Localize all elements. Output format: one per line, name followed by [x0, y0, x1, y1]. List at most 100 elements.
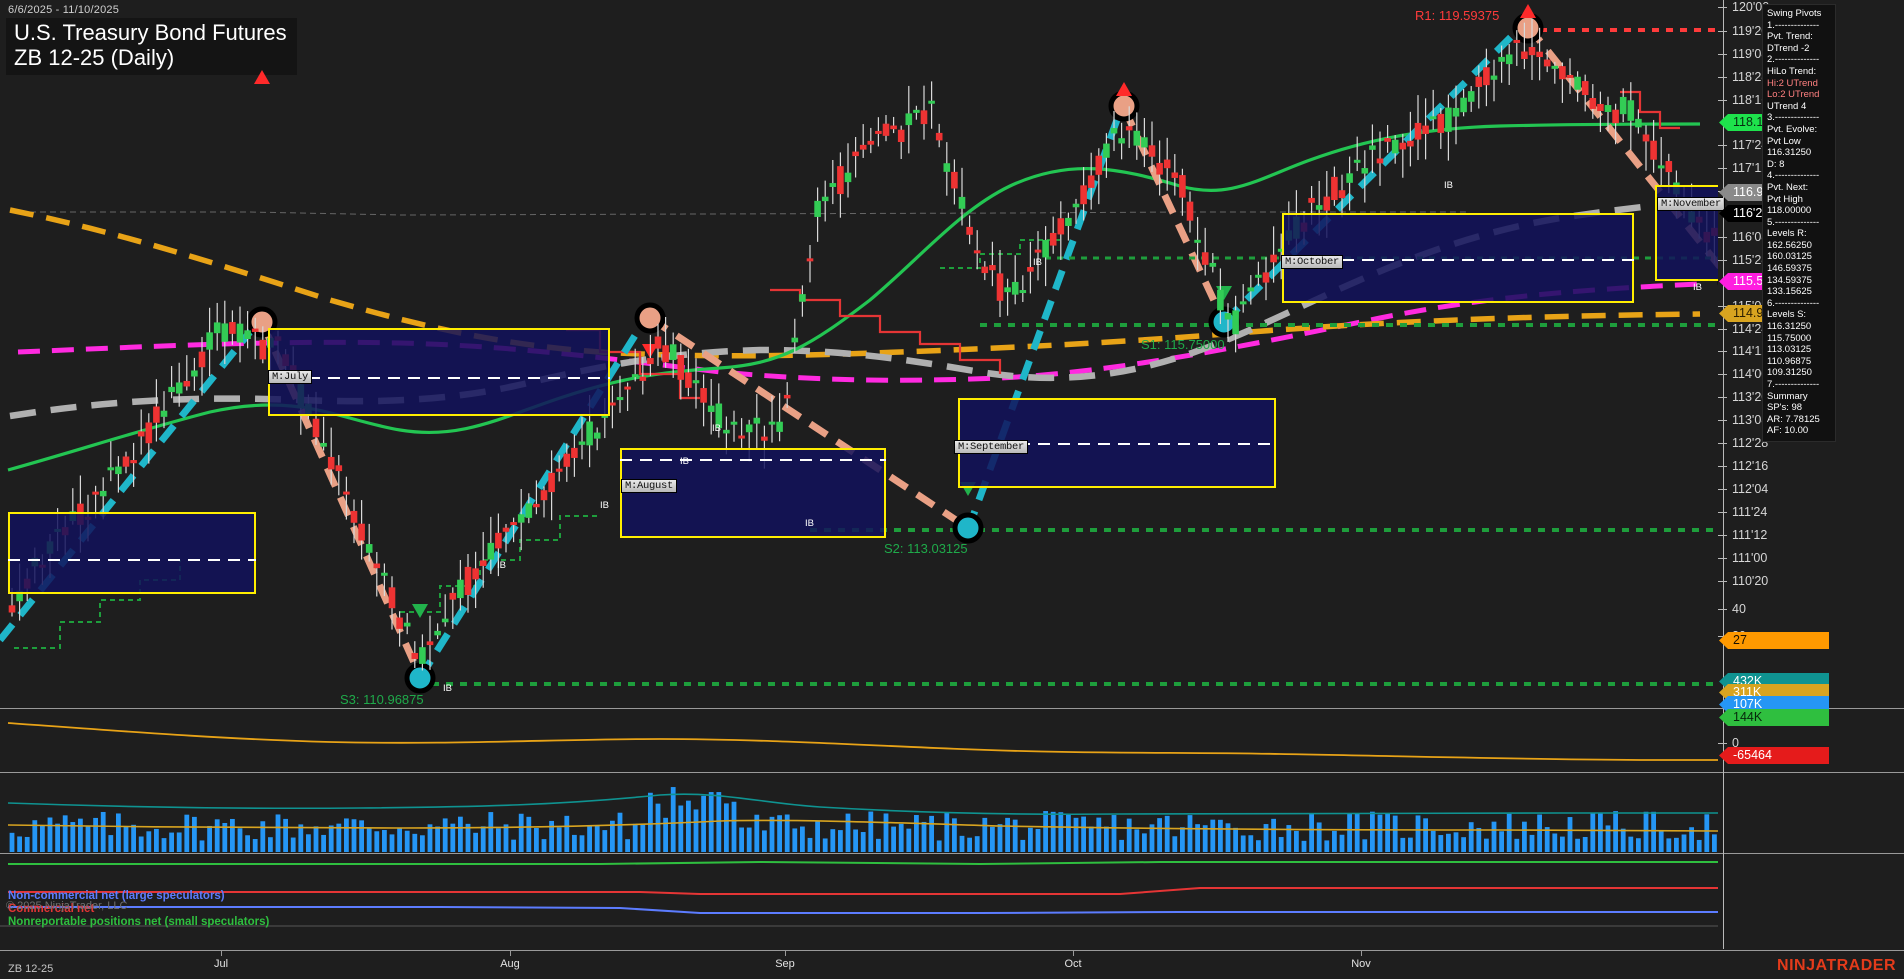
inside-bar-marker-6: IB: [1033, 257, 1042, 268]
time-tick-sep: Sep: [775, 958, 795, 970]
price-tick-19: 111'24: [1718, 505, 1767, 519]
time-axis[interactable]: Jul Aug Sep Oct Nov: [0, 950, 1904, 979]
info-panel-line-26: 116.31250: [1767, 321, 1812, 333]
inside-bar-marker-4: IB: [805, 518, 814, 529]
swing-box-2: [268, 328, 610, 416]
price-tick-0: 120'00: [1718, 0, 1769, 14]
oscillator-series: [7, 722, 1718, 761]
cot-pane[interactable]: Non-commercial net (large speculators) C…: [0, 853, 1904, 949]
info-panel-line-19: 162.56250: [1767, 239, 1812, 251]
info-panel-line-5: Hi:2 UTrend: [1767, 77, 1818, 89]
price-tick-14: 113'20: [1718, 390, 1768, 404]
price-tick-2: 119'08: [1718, 47, 1768, 61]
volume-plot-area[interactable]: [0, 773, 1718, 852]
info-panel-line-12: D: 8: [1767, 158, 1785, 170]
inside-bar-marker-1: IB: [600, 500, 609, 511]
pivot-label-r1: R1: 119.59375: [1415, 8, 1500, 23]
price-pane[interactable]: M:July M:August M:September M:October M:…: [0, 0, 1904, 707]
swing-box-1: [8, 512, 256, 594]
info-panel-line-21: 146.59375: [1767, 263, 1812, 275]
inside-bar-marker-9: IB: [1693, 282, 1702, 293]
inside-bar-marker-0: IB: [497, 560, 506, 571]
price-tick-16: 112'28: [1718, 436, 1768, 450]
info-panel-line-16: 118.00000: [1767, 205, 1812, 217]
time-tick-aug: Aug: [500, 958, 520, 970]
copyright-text: © 2025 NinjaTrader, LLC: [6, 900, 128, 912]
cot-marker-0[interactable]: 144K: [1719, 709, 1829, 726]
instrument-title: U.S. Treasury Bond Futures: [14, 20, 287, 45]
time-tick-mark-1: [510, 951, 511, 956]
vol-marker-2[interactable]: 107K: [1719, 696, 1829, 713]
info-panel-line-33: SP's: 98: [1767, 402, 1803, 414]
month-label-september: M:September: [954, 440, 1029, 454]
time-tick-mark-3: [1073, 951, 1074, 956]
price-tick-15: 113'08: [1718, 413, 1768, 427]
price-tick-8: 116'08: [1718, 230, 1768, 244]
month-label-november: M:November: [1657, 197, 1726, 211]
info-panel-line-15: Pvt High: [1767, 193, 1803, 205]
info-panel-lines: 1.-------------- Pvt. Trend: DTrend -2 2.--…: [1767, 20, 1832, 437]
osc-marker-2[interactable]: 27: [1719, 632, 1829, 649]
volume-pane[interactable]: [0, 772, 1904, 852]
pivot-label-s3: S3: 110.96875: [340, 692, 424, 707]
time-tick-nov: Nov: [1351, 958, 1371, 970]
info-panel-line-2: DTrend -2: [1767, 42, 1810, 54]
info-panel-line-17: 5.--------------: [1767, 216, 1820, 228]
info-panel-line-25: Levels S:: [1767, 309, 1807, 321]
info-panel-line-29: 110.96875: [1767, 355, 1812, 367]
info-panel-line-34: AR: 7.78125: [1767, 413, 1820, 425]
info-panel-line-6: Lo:2 UTrend: [1767, 89, 1820, 101]
price-tick-22: 110'20: [1718, 574, 1768, 588]
cot-legend-commercial: Commercial net: [8, 903, 95, 915]
price-tick-12: 114'12: [1718, 344, 1768, 358]
time-tick-oct: Oct: [1064, 958, 1082, 970]
oscillator-pane[interactable]: [0, 708, 1904, 771]
info-panel-line-14: Pvt. Next:: [1767, 181, 1809, 193]
info-panel-line-3: 2.--------------: [1767, 54, 1820, 66]
inside-bar-marker-2: IB: [680, 456, 689, 467]
info-panel-line-24: 6.--------------: [1767, 297, 1820, 309]
cot-plot-area[interactable]: [0, 854, 1718, 949]
info-panel-line-7: UTrend 4: [1767, 100, 1807, 112]
contract-title: ZB 12-25 (Daily): [14, 45, 175, 71]
price-tick-13: 114'00: [1718, 367, 1768, 381]
time-tick-mark-4: [1361, 951, 1362, 956]
info-panel-line-35: AF: 10.00: [1767, 425, 1809, 437]
info-panel-line-27: 115.75000: [1767, 332, 1812, 344]
price-plot-area[interactable]: [0, 0, 1718, 707]
price-tick-5: 117'24: [1718, 138, 1768, 152]
price-tick-21: 111'00: [1718, 551, 1767, 565]
cot-marker-2[interactable]: -65464: [1719, 747, 1829, 764]
price-tick-17: 112'16: [1718, 459, 1768, 473]
chart-tab-label[interactable]: ZB 12-25: [8, 963, 54, 975]
info-panel-line-0: 1.--------------: [1767, 19, 1820, 31]
info-panel-line-18: Levels R:: [1767, 228, 1807, 240]
oscillator-plot-area[interactable]: [0, 709, 1718, 771]
info-panel-line-9: Pvt. Evolve:: [1767, 123, 1818, 135]
price-tick-20: 111'12: [1718, 528, 1767, 542]
month-label-october: M:October: [1281, 255, 1344, 269]
info-panel-line-22: 134.59375: [1767, 274, 1812, 286]
swing-box-3: [620, 448, 886, 538]
inside-bar-marker-7: IB: [1444, 180, 1453, 191]
pivot-label-s1: S1: 115.75000: [1141, 337, 1225, 352]
info-panel-line-1: Pvt. Trend:: [1767, 31, 1813, 43]
price-tick-6: 117'12: [1718, 161, 1768, 175]
info-panel-title: Swing Pivots: [1767, 8, 1822, 19]
axis-vertical-line: [1723, 0, 1724, 949]
cot-legend-noncommercial: Non-commercial net (large speculators): [8, 890, 225, 902]
time-tick-jul: Jul: [213, 958, 229, 970]
price-tick-1: 119'20: [1718, 24, 1768, 38]
volume-bars: [9, 787, 1717, 852]
price-tick-4: 118'16: [1718, 93, 1768, 107]
month-label-july: M:July: [268, 370, 313, 384]
price-tick-18: 112'04: [1718, 482, 1768, 496]
volume-overlays: [7, 793, 1718, 832]
swing-pivots-info-panel: Swing Pivots 1.-------------- Pvt. Trend:…: [1762, 4, 1836, 442]
price-axis[interactable]: 120'00 119'20 119'08 118'28 118'16 117'24 117'…: [1718, 0, 1904, 949]
osc-tick-0: 40: [1718, 602, 1746, 616]
price-tick-9: 115'28: [1718, 253, 1768, 267]
info-panel-line-4: HiLo Trend:: [1767, 65, 1817, 77]
info-panel-line-20: 160.03125: [1767, 251, 1812, 263]
